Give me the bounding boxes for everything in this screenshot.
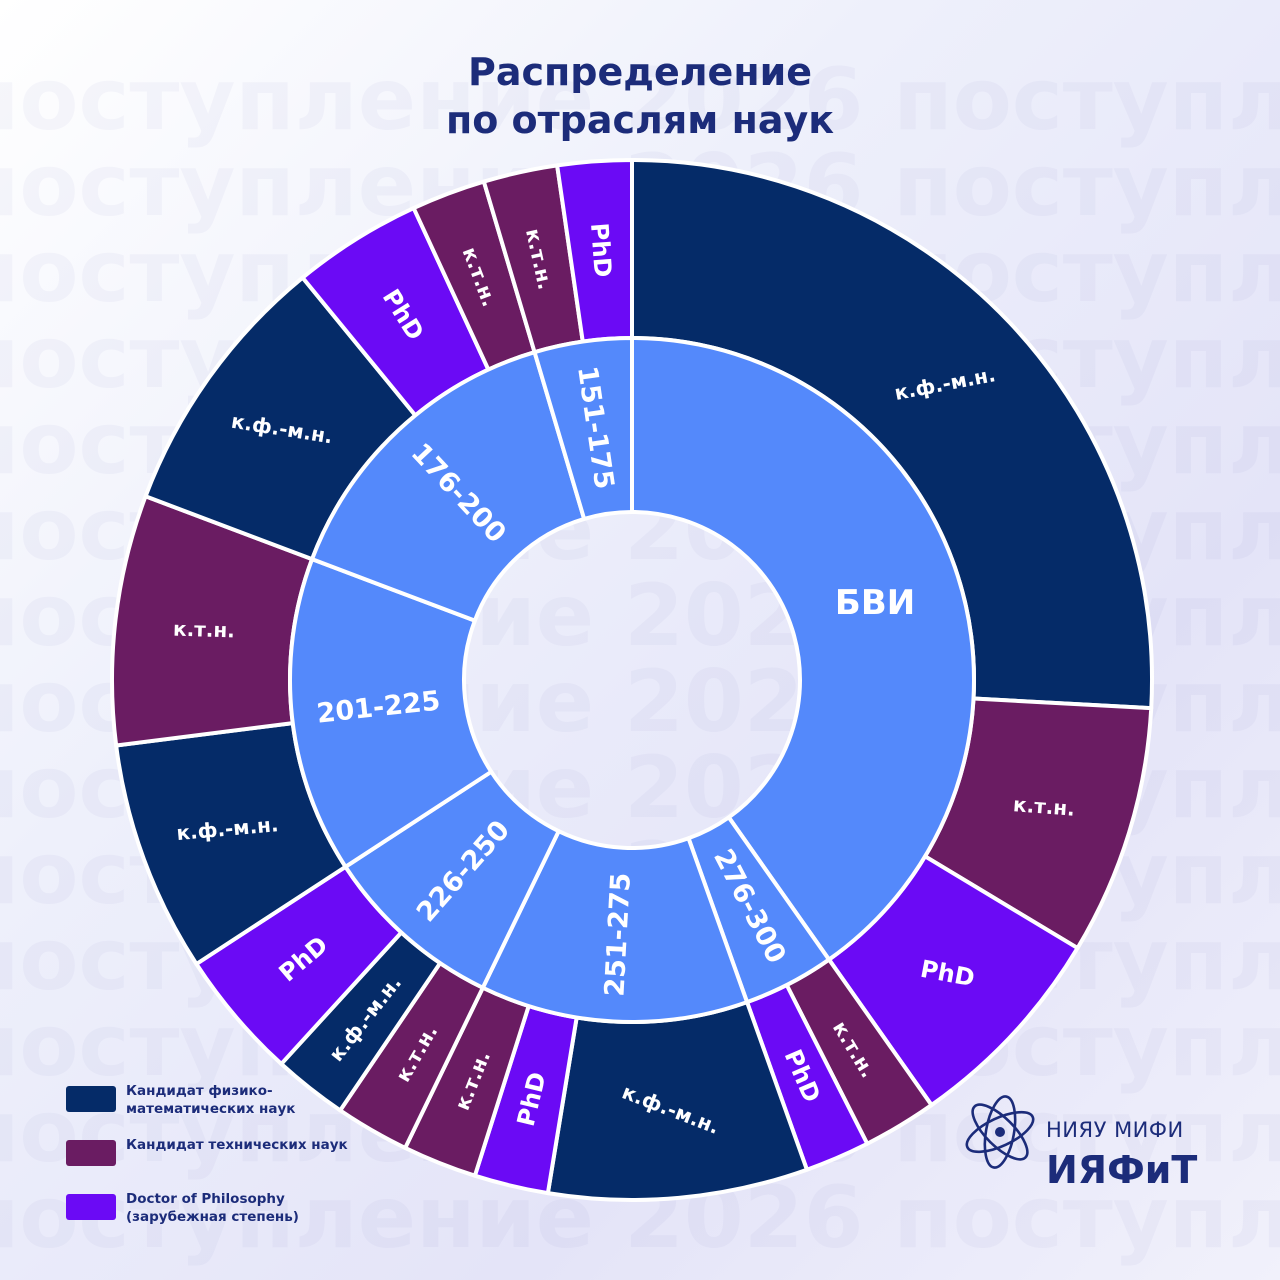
title-line-2: по отраслям наук	[445, 98, 835, 142]
outer-ring	[110, 158, 1154, 1202]
outer-label-151-175-phd: PhD	[585, 222, 617, 278]
legend-label-ktn: Кандидат технических наук	[126, 1137, 348, 1153]
legend-swatch-phd	[66, 1194, 116, 1220]
inner-segment-151-175	[532, 336, 634, 521]
legend-label-kfmn: Кандидат физико-математических наук	[126, 1083, 296, 1117]
inner-label-251-275: 251-275	[599, 872, 637, 997]
inner-segment-176-200	[310, 350, 587, 623]
inner-label-бви: БВИ	[835, 583, 915, 623]
outer-label-201-225-ktn: к.т.н.	[173, 617, 235, 643]
legend-swatch-ktn	[66, 1140, 116, 1166]
legend-label-phd: Doctor of Philosophy (зарубежная степень…	[126, 1191, 299, 1225]
atom-icon	[965, 1095, 1035, 1169]
logo-name: ИЯФиТ	[1046, 1148, 1198, 1192]
legend-swatch-kfmn	[66, 1086, 116, 1112]
logo: НИЯУ МИФИ ИЯФиТ	[960, 1090, 1220, 1200]
outer-label-бви-ktn: к.т.н.	[1012, 792, 1075, 821]
inner-segment-251-275	[480, 829, 750, 1024]
title-line-1: Распределение	[468, 50, 812, 94]
logo-org: НИЯУ МИФИ	[1046, 1118, 1184, 1142]
inner-ring	[288, 336, 976, 1024]
inner-segment-201-225	[288, 557, 494, 869]
page-title: Распределение по отраслям наук	[0, 48, 1280, 144]
inner-segment-бви	[630, 336, 976, 962]
